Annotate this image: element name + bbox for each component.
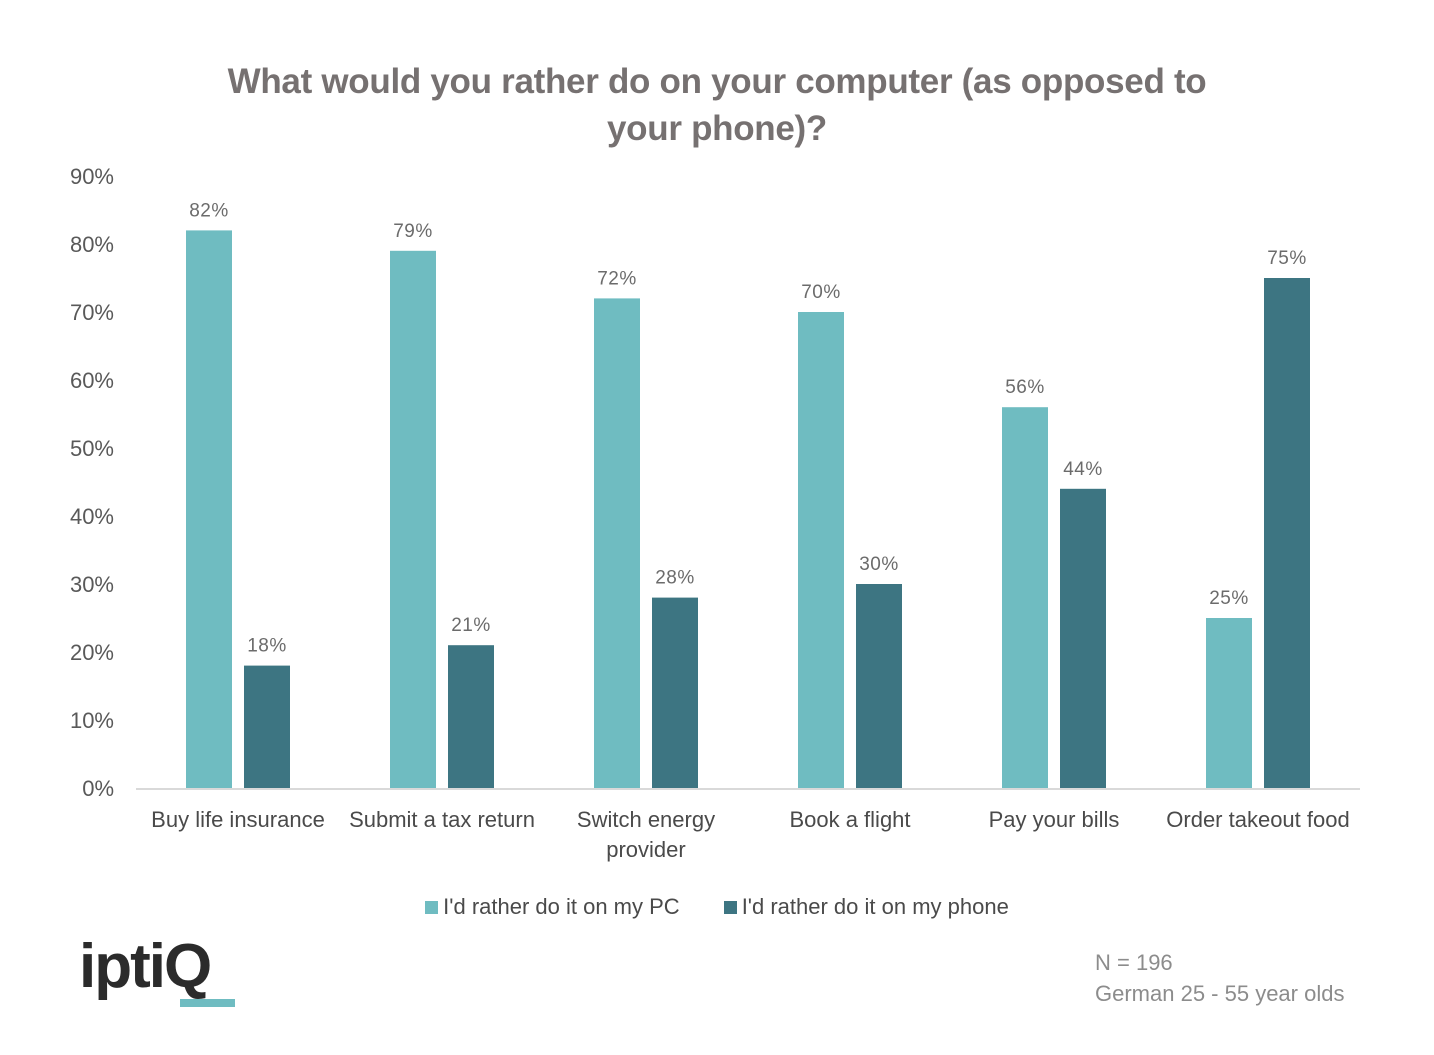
bar-phone xyxy=(1060,488,1106,788)
legend-label-pc: I'd rather do it on my PC xyxy=(443,894,680,919)
data-label-phone: 30% xyxy=(859,554,899,575)
data-label-phone: 18% xyxy=(247,636,287,657)
data-label-pc: 25% xyxy=(1209,588,1249,609)
legend-swatch-phone xyxy=(723,900,737,914)
category-label: provider xyxy=(606,837,685,862)
bars xyxy=(186,230,1310,789)
y-tick-label: 90% xyxy=(70,164,114,189)
data-label-phone: 44% xyxy=(1063,459,1103,480)
x-axis: Buy life insurance Submit a tax return Swi… xyxy=(151,807,1350,862)
iptiq-logo: iptiQ xyxy=(79,935,239,1015)
category-label: Switch energy xyxy=(577,807,715,832)
bar-pc xyxy=(798,312,844,788)
category-label: Submit a tax return xyxy=(349,807,535,832)
bar-phone xyxy=(244,665,290,788)
bar-phone xyxy=(1264,278,1310,788)
data-label-pc: 56% xyxy=(1005,377,1045,398)
category-label: Pay your bills xyxy=(989,807,1120,832)
y-tick-label: 20% xyxy=(70,640,114,665)
legend: I'd rather do it on my PC I'd rather do … xyxy=(0,894,1434,920)
y-tick-label: 50% xyxy=(70,436,114,461)
y-tick-label: 70% xyxy=(70,300,114,325)
chart-title-line-1: What would you rather do on your compute… xyxy=(227,62,1207,101)
data-label-pc: 82% xyxy=(189,200,229,221)
data-labels: 82% 79% 72% 70% 56% 25% 18% 21% 28% 30% 44% 75% xyxy=(189,200,1307,657)
legend-label-phone: I'd rather do it on my phone xyxy=(741,894,1009,919)
data-label-phone: 21% xyxy=(451,615,491,636)
bar-phone xyxy=(448,645,494,788)
category-label: Order takeout food xyxy=(1166,807,1349,832)
y-axis: 0% 10% 20% 30% 40% 50% 60% 70% 80% 90% xyxy=(70,164,114,801)
data-label-pc: 72% xyxy=(597,268,637,289)
legend-item-pc: I'd rather do it on my PC xyxy=(425,894,680,920)
bar-pc xyxy=(594,298,640,788)
bar-phone xyxy=(652,597,698,788)
y-tick-label: 60% xyxy=(70,368,114,393)
footnote: N = 196 German 25 - 55 year olds xyxy=(1095,947,1344,1009)
chart-title: What would you rather do on your compute… xyxy=(180,58,1254,152)
sample-size: N = 196 xyxy=(1095,950,1173,975)
population-note: German 25 - 55 year olds xyxy=(1095,981,1345,1006)
y-tick-label: 80% xyxy=(70,232,114,257)
category-label: Book a flight xyxy=(789,807,910,832)
data-label-pc: 70% xyxy=(801,282,841,303)
bar-pc xyxy=(390,250,436,789)
legend-swatch-pc xyxy=(425,900,439,914)
y-tick-label: 40% xyxy=(70,504,114,529)
y-tick-label: 10% xyxy=(70,708,114,733)
bar-pc xyxy=(1206,618,1252,788)
bar-chart: 0% 10% 20% 30% 40% 50% 60% 70% 80% 90% 82% 79% 72% 7… xyxy=(70,164,1360,862)
y-tick-label: 30% xyxy=(70,572,114,597)
logo-text: iptiQ xyxy=(79,932,212,1001)
data-label-pc: 79% xyxy=(393,221,433,242)
legend-item-phone: I'd rather do it on my phone xyxy=(723,894,1009,920)
data-label-phone: 28% xyxy=(655,568,695,589)
bar-phone xyxy=(856,584,902,788)
chart-title-line-2: your phone)? xyxy=(607,109,827,148)
bar-pc xyxy=(1002,407,1048,788)
data-label-phone: 75% xyxy=(1267,248,1307,269)
logo-underline xyxy=(180,999,235,1007)
y-tick-label: 0% xyxy=(82,776,114,801)
category-label: Buy life insurance xyxy=(151,807,325,832)
bar-pc xyxy=(186,230,232,788)
